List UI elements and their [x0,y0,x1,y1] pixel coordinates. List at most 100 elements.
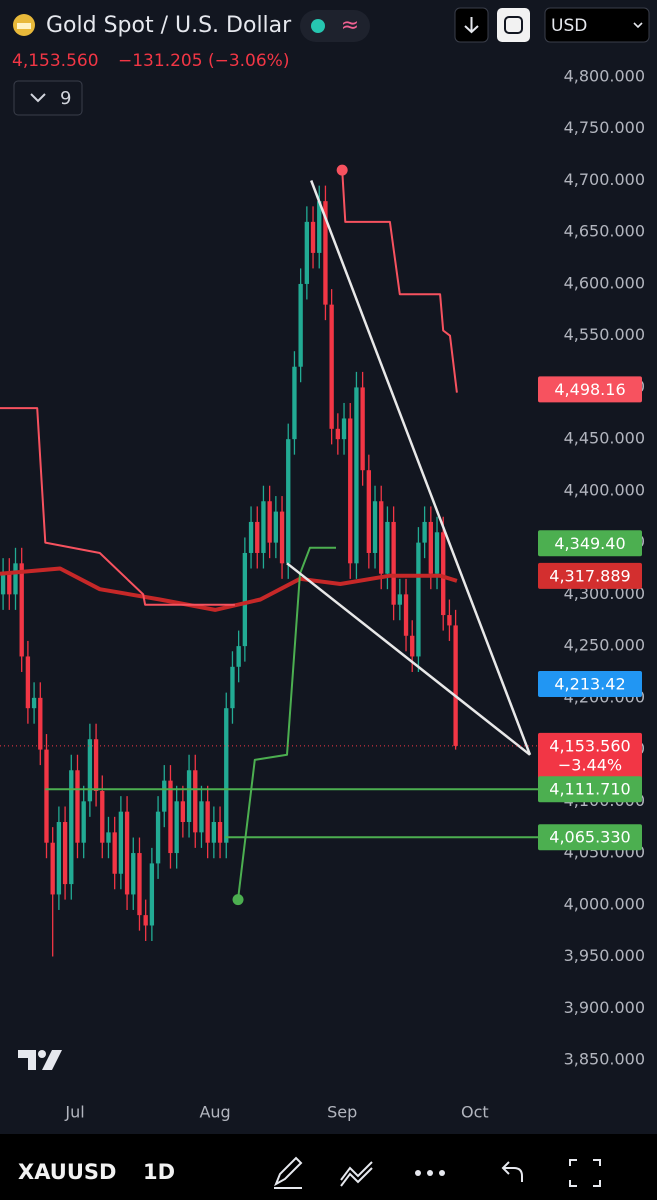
indicator-line [0,407,235,606]
toolbar: XAUUSD 1D [0,1134,657,1200]
candle-body [298,283,303,367]
candle-body [434,532,440,574]
fullscreen-button[interactable] [569,1159,601,1187]
candle-body [13,563,18,595]
y-tick-label: 3,900.000 [564,998,645,1017]
toolbar-background [0,1134,657,1200]
y-tick-label: 4,800.000 [564,66,645,85]
candle-body [62,822,68,885]
candle-body [397,594,402,605]
x-tick-label: Jul [64,1103,84,1122]
candle-body [25,656,31,709]
candle-body [7,573,12,595]
candle-body [248,521,254,553]
candle-body [267,501,272,543]
y-tick-label: 3,950.000 [564,946,645,965]
indicator-line [341,170,458,393]
candle-body [205,801,210,843]
last-price: 4,153.560 [12,51,99,71]
price-label-box [538,776,642,803]
price-label: 4,213.42 [554,674,625,693]
candle-body [174,801,179,854]
candle-body [149,863,155,926]
chevron [30,93,46,103]
candle-body [224,708,229,843]
candle-body [366,470,371,553]
price-label-box [538,562,642,589]
logo-part [38,1050,46,1058]
currency: USD [551,16,587,36]
indicators-toggle[interactable] [13,80,83,116]
indicators-tool[interactable] [340,1161,373,1187]
line-start-dot [232,894,244,906]
price-label-box [538,376,642,403]
candle-body [0,573,6,595]
candle-body [422,521,427,543]
symbol-icon-bar [17,23,31,29]
price-label: 4,317.889 [549,566,630,585]
dot [427,1170,433,1176]
candle-body [292,366,297,440]
x-tick-label: Aug [199,1103,230,1122]
candle-body [329,304,334,429]
undo-button[interactable] [501,1161,523,1182]
candle-body [310,221,316,253]
draw-tool[interactable] [274,1156,303,1189]
candle-body [44,749,49,843]
more-button[interactable] [415,1170,445,1176]
candle-body [255,521,260,553]
candle-body [19,563,24,657]
candle-body [38,697,43,750]
last-price-label: 4,153.560 [549,736,630,755]
download-icon [464,17,479,34]
y-tick-label: 4,750.000 [564,118,645,137]
candle-body [106,832,111,843]
x-tick-label: Sep [327,1103,357,1122]
candle-body [100,790,105,843]
indicator-line [286,562,531,756]
candle-body [323,201,328,305]
indicators-count: 9 [60,88,71,109]
price-label: 4,349.40 [554,534,625,553]
candle-body [230,666,235,709]
candle-body [273,511,279,543]
candle-body [304,221,310,284]
candle-body [360,387,365,471]
candle-body [391,521,396,605]
dot [439,1170,445,1176]
currency-select[interactable] [544,7,650,43]
candle-body [428,521,433,574]
candle-body [168,780,173,854]
y-tick-label: 4,650.000 [564,222,645,241]
status-icon: ≈ [341,13,359,38]
candle-body [131,853,136,895]
logo-part [42,1050,62,1070]
candle-body [242,552,248,647]
candle-body [93,739,99,791]
candle-body [137,853,142,916]
logo-part [18,1050,36,1070]
symbol[interactable]: XAUUSD [18,1160,116,1184]
candle-body [31,697,37,709]
candle-body [279,511,285,564]
replay-icon [504,16,523,34]
last-price-change: −3.44% [558,755,622,774]
candle-body [186,770,192,823]
candle-body [155,811,161,864]
candle-body [217,822,223,843]
candle-body [447,615,452,626]
candle-body [286,439,291,564]
status-pill[interactable] [300,10,370,42]
interval[interactable]: 1D [143,1160,175,1184]
price-label-box [538,824,642,851]
candle-body [56,822,62,895]
replay-button[interactable] [497,8,530,42]
price-change: −131.205 (−3.06%) [118,51,289,71]
candle-body [335,428,341,440]
market-status [311,19,325,33]
tv-logo [18,1050,62,1070]
price-label: 4,065.330 [549,828,630,847]
